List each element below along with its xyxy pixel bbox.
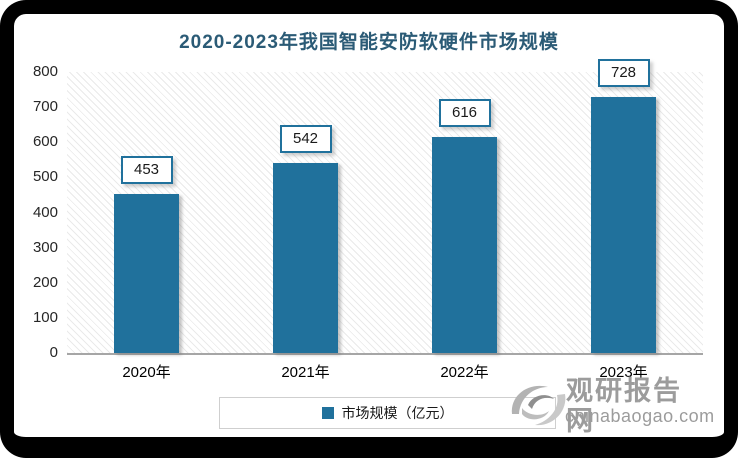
watermark-site-name: 观研报告网 bbox=[566, 376, 682, 436]
bar-2021年 bbox=[273, 163, 338, 353]
y-tick-label: 400 bbox=[32, 203, 58, 221]
bar-value-label: 728 bbox=[597, 59, 650, 87]
legend-marker-icon bbox=[321, 407, 334, 419]
y-tick-label: 600 bbox=[32, 133, 58, 151]
x-tick-label: 2022年 bbox=[440, 364, 489, 381]
legend: 市场规模（亿元） bbox=[219, 397, 556, 429]
bar-2022年 bbox=[432, 137, 497, 353]
chart-title: 2020-2023年我国智能安防软硬件市场规模 bbox=[179, 32, 559, 53]
y-tick-label: 0 bbox=[49, 344, 58, 361]
x-tick-label: 2021年 bbox=[281, 364, 330, 381]
bar-value-label: 616 bbox=[438, 99, 491, 127]
plot-area: 453 542 616 728 bbox=[67, 59, 703, 355]
bar-value-label: 453 bbox=[120, 156, 173, 184]
watermark-site-domain: chinabaogao.com bbox=[565, 406, 715, 426]
y-tick-label: 500 bbox=[32, 168, 58, 186]
bar-2023年 bbox=[591, 97, 656, 353]
watermark-swirl-icon bbox=[511, 385, 566, 426]
y-tick-label: 300 bbox=[32, 238, 58, 256]
y-tick-label: 700 bbox=[32, 98, 58, 116]
bar-value-label: 542 bbox=[279, 125, 332, 153]
x-tick-label: 2020年 bbox=[122, 364, 171, 381]
bar-2020年 bbox=[114, 194, 179, 353]
legend-label: 市场规模（亿元） bbox=[341, 405, 454, 421]
y-tick-label: 200 bbox=[32, 273, 58, 291]
y-tick-label: 100 bbox=[32, 308, 58, 326]
x-tick-label: 2023年 bbox=[599, 364, 648, 381]
y-tick-label: 800 bbox=[32, 63, 58, 80]
